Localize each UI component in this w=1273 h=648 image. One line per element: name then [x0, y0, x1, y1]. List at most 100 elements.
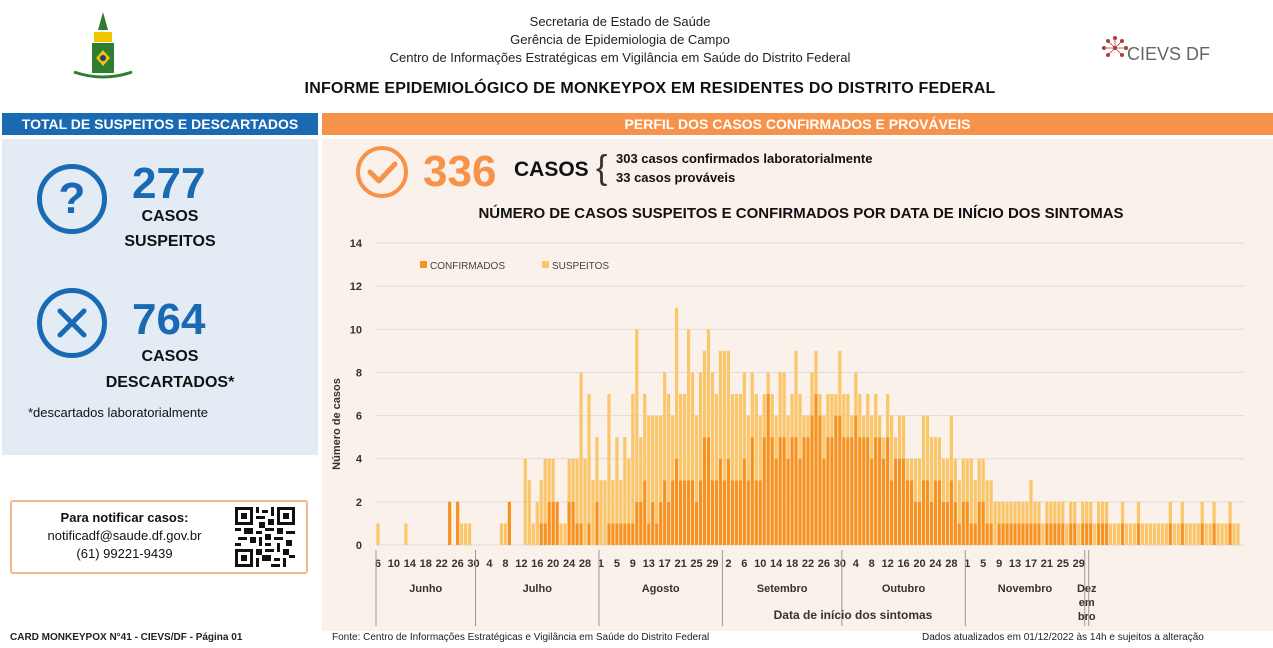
bar-suspects	[690, 372, 695, 481]
bar-suspects	[1160, 523, 1164, 545]
y-tick-label: 0	[356, 540, 362, 552]
bar-confirmed	[551, 501, 555, 545]
bar-suspects	[1089, 501, 1093, 524]
x-tick-label: 29	[706, 558, 718, 570]
header-line-1: Secretaria de Estado de Saúde	[529, 14, 711, 29]
bar-suspects	[627, 458, 631, 524]
bar-suspects	[623, 437, 627, 524]
x-tick-label: 2	[725, 558, 731, 570]
bar-suspects	[842, 394, 846, 438]
bar-suspects	[949, 415, 953, 481]
bar-suspects	[890, 415, 894, 481]
discarded-label-1: CASOS	[141, 348, 199, 365]
bar-confirmed	[671, 480, 675, 545]
bar-suspects	[718, 350, 723, 459]
bar-suspects	[969, 458, 973, 524]
bar-suspects	[894, 437, 898, 459]
bar-suspects	[663, 372, 667, 481]
bar-suspects	[543, 458, 547, 524]
bar-confirmed	[782, 437, 786, 545]
x-tick-label: 25	[1057, 558, 1069, 570]
bar-suspects	[675, 307, 679, 459]
bar-suspects	[925, 415, 930, 481]
cases-brace: {	[596, 149, 608, 187]
bar-confirmed	[921, 480, 926, 545]
bar-suspects	[503, 523, 507, 545]
bar-suspects	[1033, 501, 1037, 524]
bar-confirmed	[957, 523, 961, 545]
y-tick-label: 14	[350, 238, 363, 250]
qr-code-icon[interactable]	[235, 507, 295, 567]
bar-confirmed	[1061, 523, 1065, 545]
left-banner: TOTAL DE SUSPEITOS E DESCARTADOS	[2, 113, 318, 135]
bar-confirmed	[714, 480, 719, 545]
bar-confirmed	[702, 437, 707, 545]
bar-confirmed	[1073, 523, 1077, 545]
bar-confirmed	[858, 437, 862, 545]
bar-suspects	[937, 437, 941, 481]
x-tick-label: 24	[929, 558, 942, 570]
bar-suspects	[1144, 523, 1149, 545]
x-tick-label: 17	[1025, 558, 1037, 570]
right-banner: PERFIL DOS CASOS CONFIRMADOS E PROVÁVEIS	[322, 113, 1273, 135]
bar-suspects	[710, 372, 715, 481]
bar-confirmed	[750, 437, 754, 545]
bar-confirmed	[659, 501, 663, 545]
bar-suspects	[901, 415, 906, 459]
bar-suspects	[790, 394, 794, 438]
bar-confirmed	[611, 523, 615, 545]
bar-suspects	[822, 415, 826, 459]
x-tick-label: 5	[614, 558, 620, 570]
y-tick-label: 8	[356, 367, 362, 379]
header-line-3: Centro de Informações Estratégicas em Vi…	[389, 50, 851, 65]
bar-confirmed	[579, 523, 583, 545]
x-tick-label: 18	[786, 558, 798, 570]
y-tick-label: 4	[356, 454, 363, 466]
bar-confirmed	[639, 501, 643, 545]
bar-confirmed	[1049, 523, 1053, 545]
bar-confirmed	[1085, 523, 1089, 545]
bar-suspects	[1224, 523, 1228, 545]
bar-confirmed	[738, 480, 742, 545]
chart-grid	[376, 242, 1244, 546]
y-tick-label: 12	[350, 281, 362, 293]
x-tick-label: 8	[502, 558, 508, 570]
notify-email[interactable]: notificadf@saude.df.gov.br	[47, 528, 202, 543]
bar-suspects	[1120, 501, 1125, 524]
bar-confirmed	[1200, 523, 1204, 545]
bar-suspects	[1061, 501, 1065, 524]
legend-label: SUSPEITOS	[552, 261, 609, 272]
bar-suspects	[742, 372, 746, 459]
x-tick-label: 9	[996, 558, 1002, 570]
bar-suspects	[1069, 501, 1073, 524]
bar-confirmed	[575, 523, 579, 545]
bar-suspects	[734, 394, 738, 481]
bar-suspects	[830, 394, 834, 438]
bar-confirmed	[1081, 523, 1085, 545]
bar-suspects	[1065, 523, 1069, 545]
check-icon	[352, 145, 412, 200]
bar-suspects	[921, 415, 926, 481]
bar-confirmed	[969, 523, 973, 545]
bar-suspects	[682, 394, 687, 481]
footer-card-id: CARD MONKEYPOX N°41 - CIEVS/DF - Página …	[10, 632, 243, 643]
bar-confirmed	[850, 437, 854, 545]
bar-confirmed	[941, 501, 945, 545]
bar-confirmed	[635, 501, 639, 545]
bar-confirmed	[1037, 523, 1041, 545]
bar-confirmed	[555, 501, 559, 545]
bar-confirmed	[842, 437, 846, 545]
bar-suspects	[547, 458, 551, 502]
bar-confirmed	[790, 437, 794, 545]
discarded-number: 764	[132, 295, 206, 344]
bar-confirmed	[901, 458, 906, 545]
bar-confirmed	[595, 501, 599, 545]
bar-suspects	[802, 415, 806, 438]
bar-confirmed	[886, 437, 890, 545]
x-tick-label: 26	[451, 558, 463, 570]
x-tick-label: 14	[770, 558, 783, 570]
cievs-logo: CIEVS DF	[1100, 34, 1220, 74]
bar-confirmed	[909, 480, 914, 545]
bar-confirmed	[742, 458, 746, 545]
bar-confirmed	[1025, 523, 1029, 545]
